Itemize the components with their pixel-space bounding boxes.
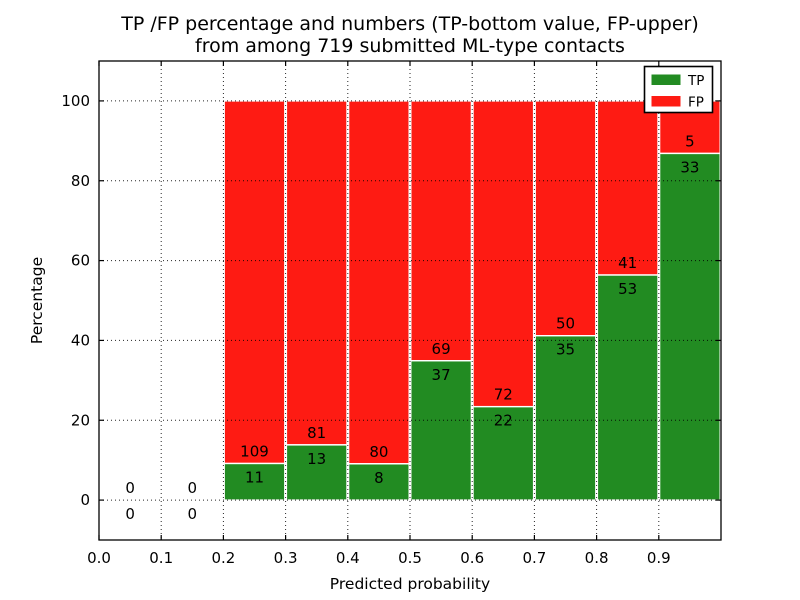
chart-title-line1: TP /FP percentage and numbers (TP-bottom… [120, 13, 699, 35]
legend-swatch-tp [651, 74, 681, 85]
tp-bar-segment [534, 335, 597, 501]
tp-count-label: 11 [245, 468, 264, 486]
fp-count-label: 41 [618, 254, 637, 272]
fp-count-label: 69 [432, 340, 451, 358]
x-tick-label: 0.6 [460, 549, 484, 567]
y-tick-label: 0 [80, 491, 90, 509]
y-tick-label: 60 [71, 252, 90, 270]
x-tick-label: 0.7 [522, 549, 546, 567]
fp-count-label: 5 [685, 132, 695, 150]
fp-bar-segment [223, 100, 286, 465]
x-tick-label: 0.8 [585, 549, 609, 567]
fp-bar-segment [534, 100, 597, 337]
tp-count-label: 35 [556, 341, 575, 359]
tp-bar-segment [658, 152, 721, 501]
tp-count-label: 37 [432, 366, 451, 384]
y-tick-label: 20 [71, 411, 90, 429]
y-tick-label: 80 [71, 172, 90, 190]
legend-swatch-fp [651, 96, 681, 107]
chart-title-line2: from among 719 submitted ML-type contact… [195, 35, 625, 57]
fp-bar-segment [596, 100, 659, 276]
fp-bar-segment [410, 100, 473, 362]
x-tick-label: 0.4 [336, 549, 360, 567]
tp-bar-segment [223, 462, 286, 501]
tp-count-label: 8 [374, 469, 384, 487]
fp-bar-segment [347, 100, 410, 465]
x-tick-label: 0.5 [398, 549, 422, 567]
fp-count-label: 81 [307, 424, 326, 442]
fp-count-label: 109 [240, 442, 269, 460]
fp-count-label: 0 [125, 479, 135, 497]
y-tick-label: 100 [61, 92, 90, 110]
y-tick-label: 40 [71, 331, 90, 349]
x-tick-label: 0.1 [149, 549, 173, 567]
fp-count-label: 50 [556, 315, 575, 333]
tp-count-label: 53 [618, 280, 637, 298]
y-axis-label: Percentage [28, 257, 46, 344]
fp-count-label: 80 [369, 443, 388, 461]
fp-bar-segment [472, 100, 535, 408]
legend-label-tp: TP [687, 73, 704, 89]
tp-count-label: 22 [494, 412, 513, 430]
x-tick-label: 0.2 [211, 549, 235, 567]
fp-count-label: 72 [494, 386, 513, 404]
tp-bar-segment [285, 444, 348, 501]
tp-bar-segment [347, 463, 410, 501]
x-axis-label: Predicted probability [330, 575, 490, 593]
legend-label-fp: FP [688, 95, 704, 111]
x-tick-label: 0.9 [647, 549, 671, 567]
tp-bar-segment [596, 274, 659, 501]
x-tick-label: 0.3 [274, 549, 298, 567]
fp-count-label: 0 [188, 479, 198, 497]
fp-bar-segment [285, 100, 348, 446]
tp-bar-segment [410, 360, 473, 501]
tp-count-label: 13 [307, 450, 326, 468]
tp-count-label: 33 [680, 158, 699, 176]
x-tick-label: 0.0 [87, 549, 111, 567]
tp-count-label: 0 [188, 505, 198, 523]
tp-count-label: 0 [125, 505, 135, 523]
